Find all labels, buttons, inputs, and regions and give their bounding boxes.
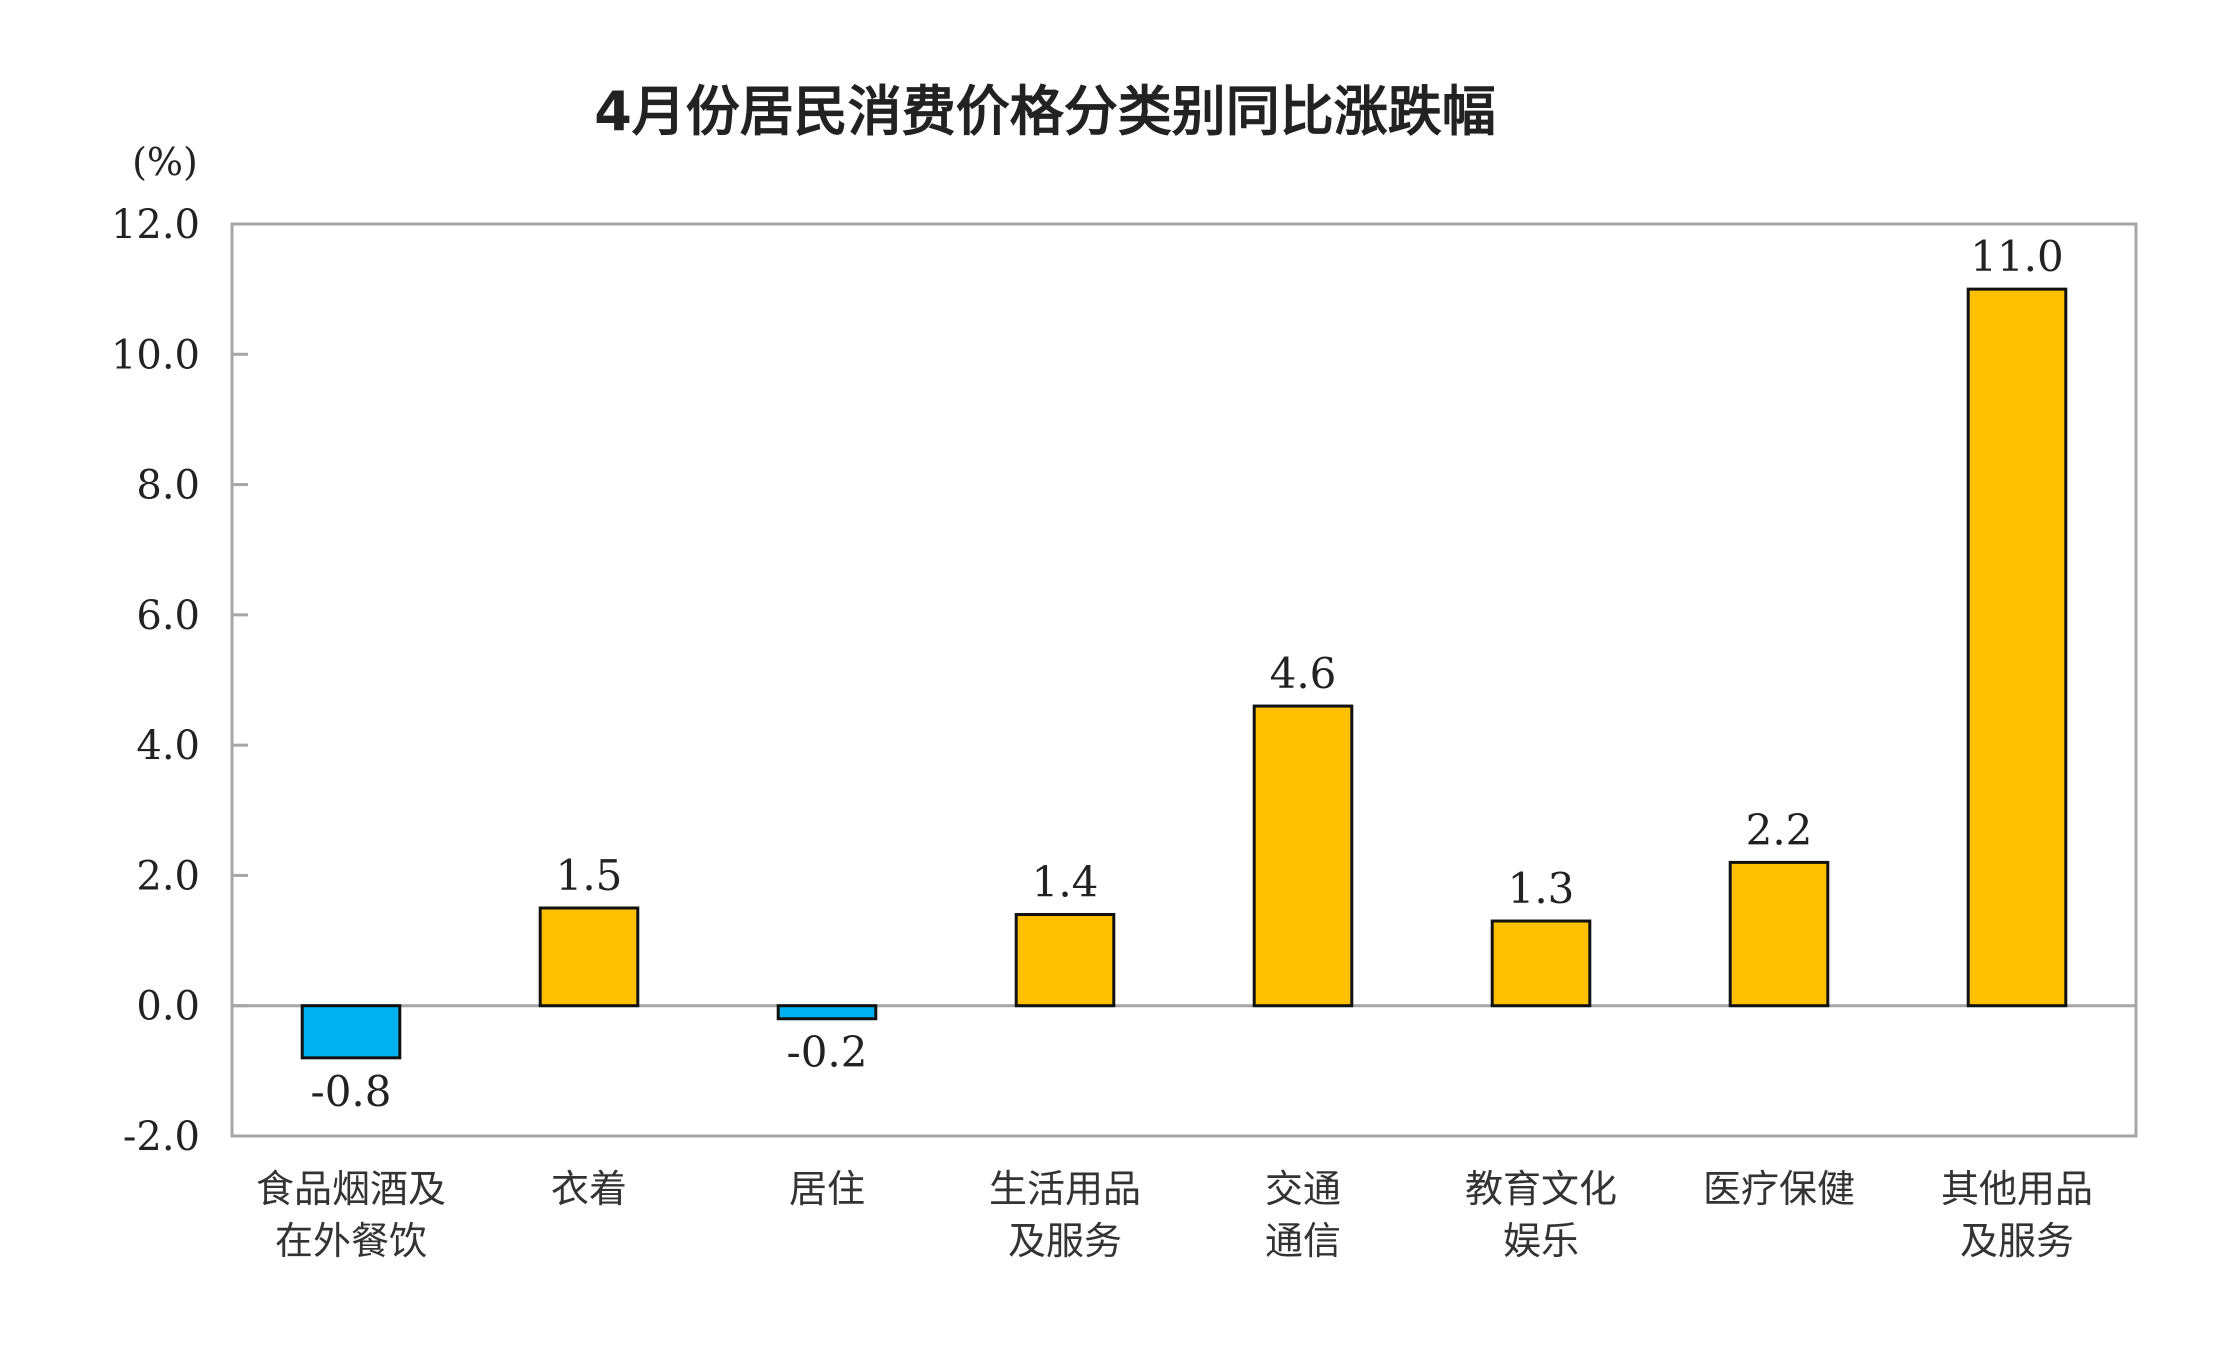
x-axis-category-label: 及服务: [1008, 1219, 1122, 1263]
bar-value-label: 1.4: [1032, 858, 1099, 907]
x-axis-category-label: 食品烟酒及: [256, 1167, 446, 1211]
x-axis-category-label: 其他用品: [1941, 1167, 2093, 1211]
y-axis-tick-label: 4.0: [136, 723, 200, 769]
bar-value-label: 2.2: [1746, 805, 1813, 854]
bar-value-label: -0.8: [311, 1067, 392, 1116]
y-axis-tick-label: 6.0: [136, 593, 200, 639]
x-axis-category-label: 娱乐: [1503, 1219, 1579, 1263]
bar: [1252, 704, 1354, 1008]
bar-value-label: 4.6: [1270, 649, 1337, 698]
x-axis-category-label: 生活用品: [989, 1167, 1141, 1211]
bar-value-label: 1.5: [556, 851, 623, 900]
x-axis-category-label: 通信: [1265, 1219, 1341, 1263]
bar-value-label: 11.0: [1970, 232, 2064, 281]
y-axis-tick-label: 10.0: [111, 332, 200, 378]
bar-value-label: 1.3: [1508, 864, 1575, 913]
bar: [300, 1004, 402, 1060]
bar: [538, 906, 640, 1008]
y-axis-tick-label: 8.0: [136, 463, 200, 509]
y-axis-tick-label: 0.0: [136, 984, 200, 1030]
bars-group: -0.8 1.5 -0.2 1.4 4.6 1.3 2.2 11.0: [300, 232, 2068, 1116]
x-axis-category-label: 衣着: [551, 1167, 627, 1211]
bar: [776, 1004, 878, 1021]
x-axis-category-label: 医疗保健: [1703, 1167, 1855, 1211]
x-axis-category-label: 教育文化: [1465, 1167, 1617, 1211]
x-axis-category-label: 及服务: [1960, 1219, 2074, 1263]
bar: [1966, 287, 2068, 1008]
bar: [1728, 860, 1830, 1008]
x-axis-category-label: 居住: [789, 1167, 865, 1211]
bar: [1014, 913, 1116, 1008]
plot-area-frame: [230, 222, 2138, 1138]
bar-value-label: -0.2: [787, 1028, 868, 1077]
y-axis-tick-label: 2.0: [136, 853, 200, 899]
chart-title: 4月份居民消费价格分类别同比涨跌幅: [594, 80, 1496, 143]
x-axis-category-label: 在外餐饮: [275, 1219, 427, 1263]
x-axis-category-label: 交通: [1265, 1167, 1341, 1211]
y-axis-tick-label: -2.0: [123, 1114, 200, 1160]
y-axis-tick-label: 12.0: [111, 202, 200, 248]
y-axis-unit-label: (%): [132, 140, 198, 184]
y-axis: 12.0 10.0 8.0 6.0 4.0 2.0 0.0 -2.0: [111, 202, 248, 1160]
bar: [1490, 919, 1592, 1008]
